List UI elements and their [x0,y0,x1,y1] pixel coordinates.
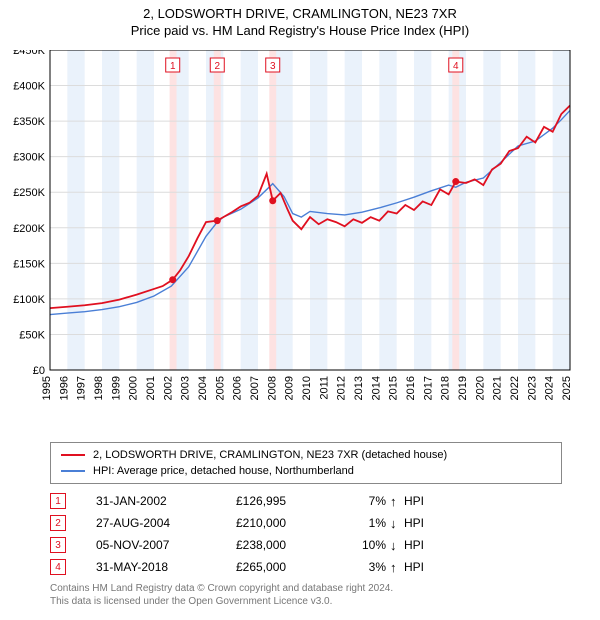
svg-text:1: 1 [170,61,176,72]
svg-text:3: 3 [270,61,276,72]
svg-text:2012: 2012 [336,376,348,400]
svg-text:2017: 2017 [422,376,434,400]
sale-row: 4 31-MAY-2018 £265,000 3% ↑ HPI [50,556,444,578]
sale-pct: 10% [346,538,386,552]
svg-text:£150K: £150K [13,258,45,270]
footer-line2: This data is licensed under the Open Gov… [50,595,393,608]
legend-swatch [61,454,85,456]
svg-text:4: 4 [453,61,459,72]
svg-text:2013: 2013 [353,376,365,400]
sale-arrow-icon: ↓ [390,516,404,531]
legend-label: HPI: Average price, detached house, Nort… [93,463,354,479]
svg-text:£0: £0 [33,365,45,377]
sale-hpi-label: HPI [404,494,444,508]
svg-text:2024: 2024 [544,376,556,400]
sale-arrow-icon: ↑ [390,560,404,575]
svg-text:2001: 2001 [145,376,157,400]
sale-arrow-icon: ↑ [390,494,404,509]
sale-price: £210,000 [236,516,346,530]
legend-item: HPI: Average price, detached house, Nort… [61,463,551,479]
svg-text:2020: 2020 [474,376,486,400]
title-address: 2, LODSWORTH DRIVE, CRAMLINGTON, NE23 7X… [0,6,600,21]
sale-date: 27-AUG-2004 [96,516,236,530]
svg-text:£400K: £400K [13,81,45,93]
sale-date: 31-JAN-2002 [96,494,236,508]
sale-row: 3 05-NOV-2007 £238,000 10% ↓ HPI [50,534,444,556]
svg-text:2018: 2018 [440,376,452,400]
svg-text:£50K: £50K [19,329,45,341]
svg-text:£250K: £250K [13,187,45,199]
svg-text:2010: 2010 [301,376,313,400]
sale-hpi-label: HPI [404,538,444,552]
sale-marker: 4 [50,559,66,575]
svg-text:2023: 2023 [526,376,538,400]
sale-price: £126,995 [236,494,346,508]
sale-hpi-label: HPI [404,516,444,530]
sale-marker: 2 [50,515,66,531]
svg-text:£200K: £200K [13,223,45,235]
svg-text:2005: 2005 [214,376,226,400]
legend-item: 2, LODSWORTH DRIVE, CRAMLINGTON, NE23 7X… [61,447,551,463]
svg-text:2022: 2022 [509,376,521,400]
svg-text:2004: 2004 [197,376,209,400]
footer-line1: Contains HM Land Registry data © Crown c… [50,582,393,595]
svg-text:2003: 2003 [180,376,192,400]
sale-price: £238,000 [236,538,346,552]
svg-text:2014: 2014 [370,376,382,400]
legend-label: 2, LODSWORTH DRIVE, CRAMLINGTON, NE23 7X… [93,447,447,463]
sale-date: 31-MAY-2018 [96,560,236,574]
sale-price: £265,000 [236,560,346,574]
svg-text:2021: 2021 [492,376,504,400]
sale-hpi-label: HPI [404,560,444,574]
svg-text:2002: 2002 [162,376,174,400]
sale-pct: 3% [346,560,386,574]
svg-text:2007: 2007 [249,376,261,400]
svg-text:1999: 1999 [110,376,122,400]
svg-text:2006: 2006 [232,376,244,400]
svg-text:£300K: £300K [13,152,45,164]
sale-row: 1 31-JAN-2002 £126,995 7% ↑ HPI [50,490,444,512]
sale-date: 05-NOV-2007 [96,538,236,552]
legend-swatch [61,470,85,472]
title-subtitle: Price paid vs. HM Land Registry's House … [0,23,600,38]
svg-text:1995: 1995 [41,376,53,400]
sale-arrow-icon: ↓ [390,538,404,553]
svg-text:2011: 2011 [318,376,330,400]
svg-text:2019: 2019 [457,376,469,400]
price-chart: £0 £50K £100K £150K £200K £250K £300K £350K £400… [10,50,580,405]
svg-text:2008: 2008 [266,376,278,400]
sale-pct: 1% [346,516,386,530]
legend: 2, LODSWORTH DRIVE, CRAMLINGTON, NE23 7X… [50,442,562,484]
svg-text:2: 2 [214,61,220,72]
svg-text:2016: 2016 [405,376,417,400]
sale-pct: 7% [346,494,386,508]
svg-text:1997: 1997 [76,376,88,400]
svg-text:£350K: £350K [13,116,45,128]
footer-attribution: Contains HM Land Registry data © Crown c… [50,582,393,608]
svg-text:2000: 2000 [128,376,140,400]
sale-row: 2 27-AUG-2004 £210,000 1% ↓ HPI [50,512,444,534]
svg-text:1996: 1996 [58,376,70,400]
svg-text:£450K: £450K [13,50,45,57]
sale-marker: 3 [50,537,66,553]
sales-table: 1 31-JAN-2002 £126,995 7% ↑ HPI 2 27-AUG… [50,490,444,578]
svg-text:£100K: £100K [13,294,45,306]
svg-text:2025: 2025 [561,376,573,400]
svg-text:2015: 2015 [388,376,400,400]
svg-text:2009: 2009 [284,376,296,400]
svg-text:1998: 1998 [93,376,105,400]
sale-marker: 1 [50,493,66,509]
